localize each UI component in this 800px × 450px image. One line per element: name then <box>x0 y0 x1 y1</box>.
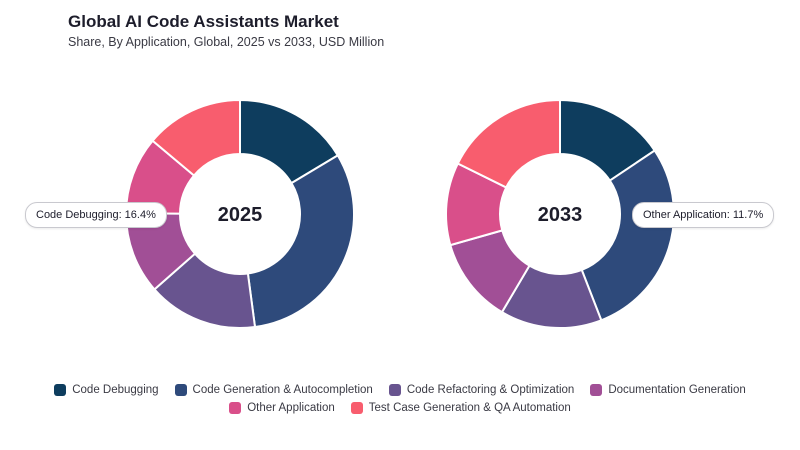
donut-center-label: 2025 <box>218 204 263 226</box>
legend-label: Code Refactoring & Optimization <box>406 384 575 396</box>
legend-row: Other Application Test Case Generation & … <box>0 402 800 414</box>
slice-2025-test-case-generation-qa-automation[interactable] <box>151 98 241 177</box>
legend-item-code-generation-autocompletion[interactable]: Code Generation & Autocompletion <box>174 384 373 396</box>
callout-2033: Other Application: 11.7% <box>632 202 775 228</box>
legend: Code Debugging Code Generation & Autocomp… <box>0 384 800 420</box>
legend-item-documentation-generation[interactable]: Documentation Generation <box>590 384 746 396</box>
slice-2033-test-case-generation-qa-automation[interactable] <box>456 98 561 189</box>
legend-label: Test Case Generation & QA Automation <box>368 402 571 414</box>
legend-swatch <box>388 384 401 396</box>
legend-item-code-debugging[interactable]: Code Debugging <box>54 384 159 396</box>
legend-row: Code Debugging Code Generation & Autocomp… <box>0 384 800 396</box>
legend-item-test-case-generation-qa-automation[interactable]: Test Case Generation & QA Automation <box>350 402 571 414</box>
legend-label: Other Application <box>247 402 335 414</box>
legend-swatch <box>590 384 603 396</box>
legend-label: Documentation Generation <box>608 384 746 396</box>
chart-subtitle: Share, By Application, Global, 2025 vs 2… <box>68 35 385 49</box>
legend-item-code-refactoring-optimization[interactable]: Code Refactoring & Optimization <box>388 384 575 396</box>
callout-2025: Code Debugging: 16.4% <box>25 202 167 228</box>
legend-swatch <box>229 402 242 414</box>
donut-center-label: 2033 <box>538 204 583 226</box>
legend-label: Code Generation & Autocompletion <box>192 384 373 396</box>
legend-swatch <box>54 384 67 396</box>
slice-2033-code-generation-autocompletion[interactable] <box>580 149 675 322</box>
legend-label: Code Debugging <box>72 384 159 396</box>
legend-item-other-application[interactable]: Other Application <box>229 402 335 414</box>
legend-swatch <box>350 402 363 414</box>
legend-swatch <box>174 384 187 396</box>
slice-2025-code-generation-autocompletion[interactable] <box>246 153 355 329</box>
chart-title: Global AI Code Assistants Market <box>68 12 339 31</box>
